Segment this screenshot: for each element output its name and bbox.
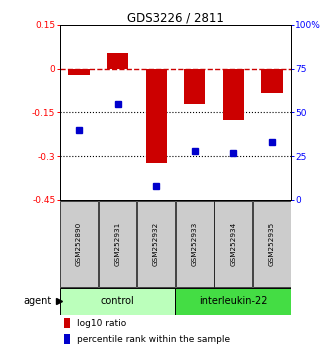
Bar: [137, 201, 175, 287]
Bar: [176, 201, 213, 287]
Bar: [64, 334, 71, 344]
Text: GSM252934: GSM252934: [230, 222, 236, 266]
Text: GSM252933: GSM252933: [192, 222, 198, 266]
Text: log10 ratio: log10 ratio: [77, 319, 126, 328]
Text: control: control: [101, 296, 134, 306]
Text: GSM252931: GSM252931: [115, 222, 120, 266]
Text: interleukin-22: interleukin-22: [199, 296, 267, 306]
Bar: [261, 69, 283, 92]
Text: GSM252932: GSM252932: [153, 222, 159, 266]
Bar: [60, 287, 175, 315]
Bar: [68, 69, 89, 75]
Bar: [64, 319, 71, 329]
Bar: [184, 69, 205, 104]
Text: GSM252890: GSM252890: [76, 222, 82, 266]
Bar: [99, 201, 136, 287]
Bar: [175, 287, 291, 315]
Text: agent: agent: [24, 296, 52, 306]
Bar: [107, 53, 128, 69]
Bar: [60, 201, 98, 287]
Bar: [223, 69, 244, 120]
Bar: [146, 69, 167, 162]
Title: GDS3226 / 2811: GDS3226 / 2811: [127, 12, 224, 25]
Text: GSM252935: GSM252935: [269, 222, 275, 266]
Bar: [214, 201, 252, 287]
Text: percentile rank within the sample: percentile rank within the sample: [77, 335, 230, 344]
Bar: [253, 201, 291, 287]
